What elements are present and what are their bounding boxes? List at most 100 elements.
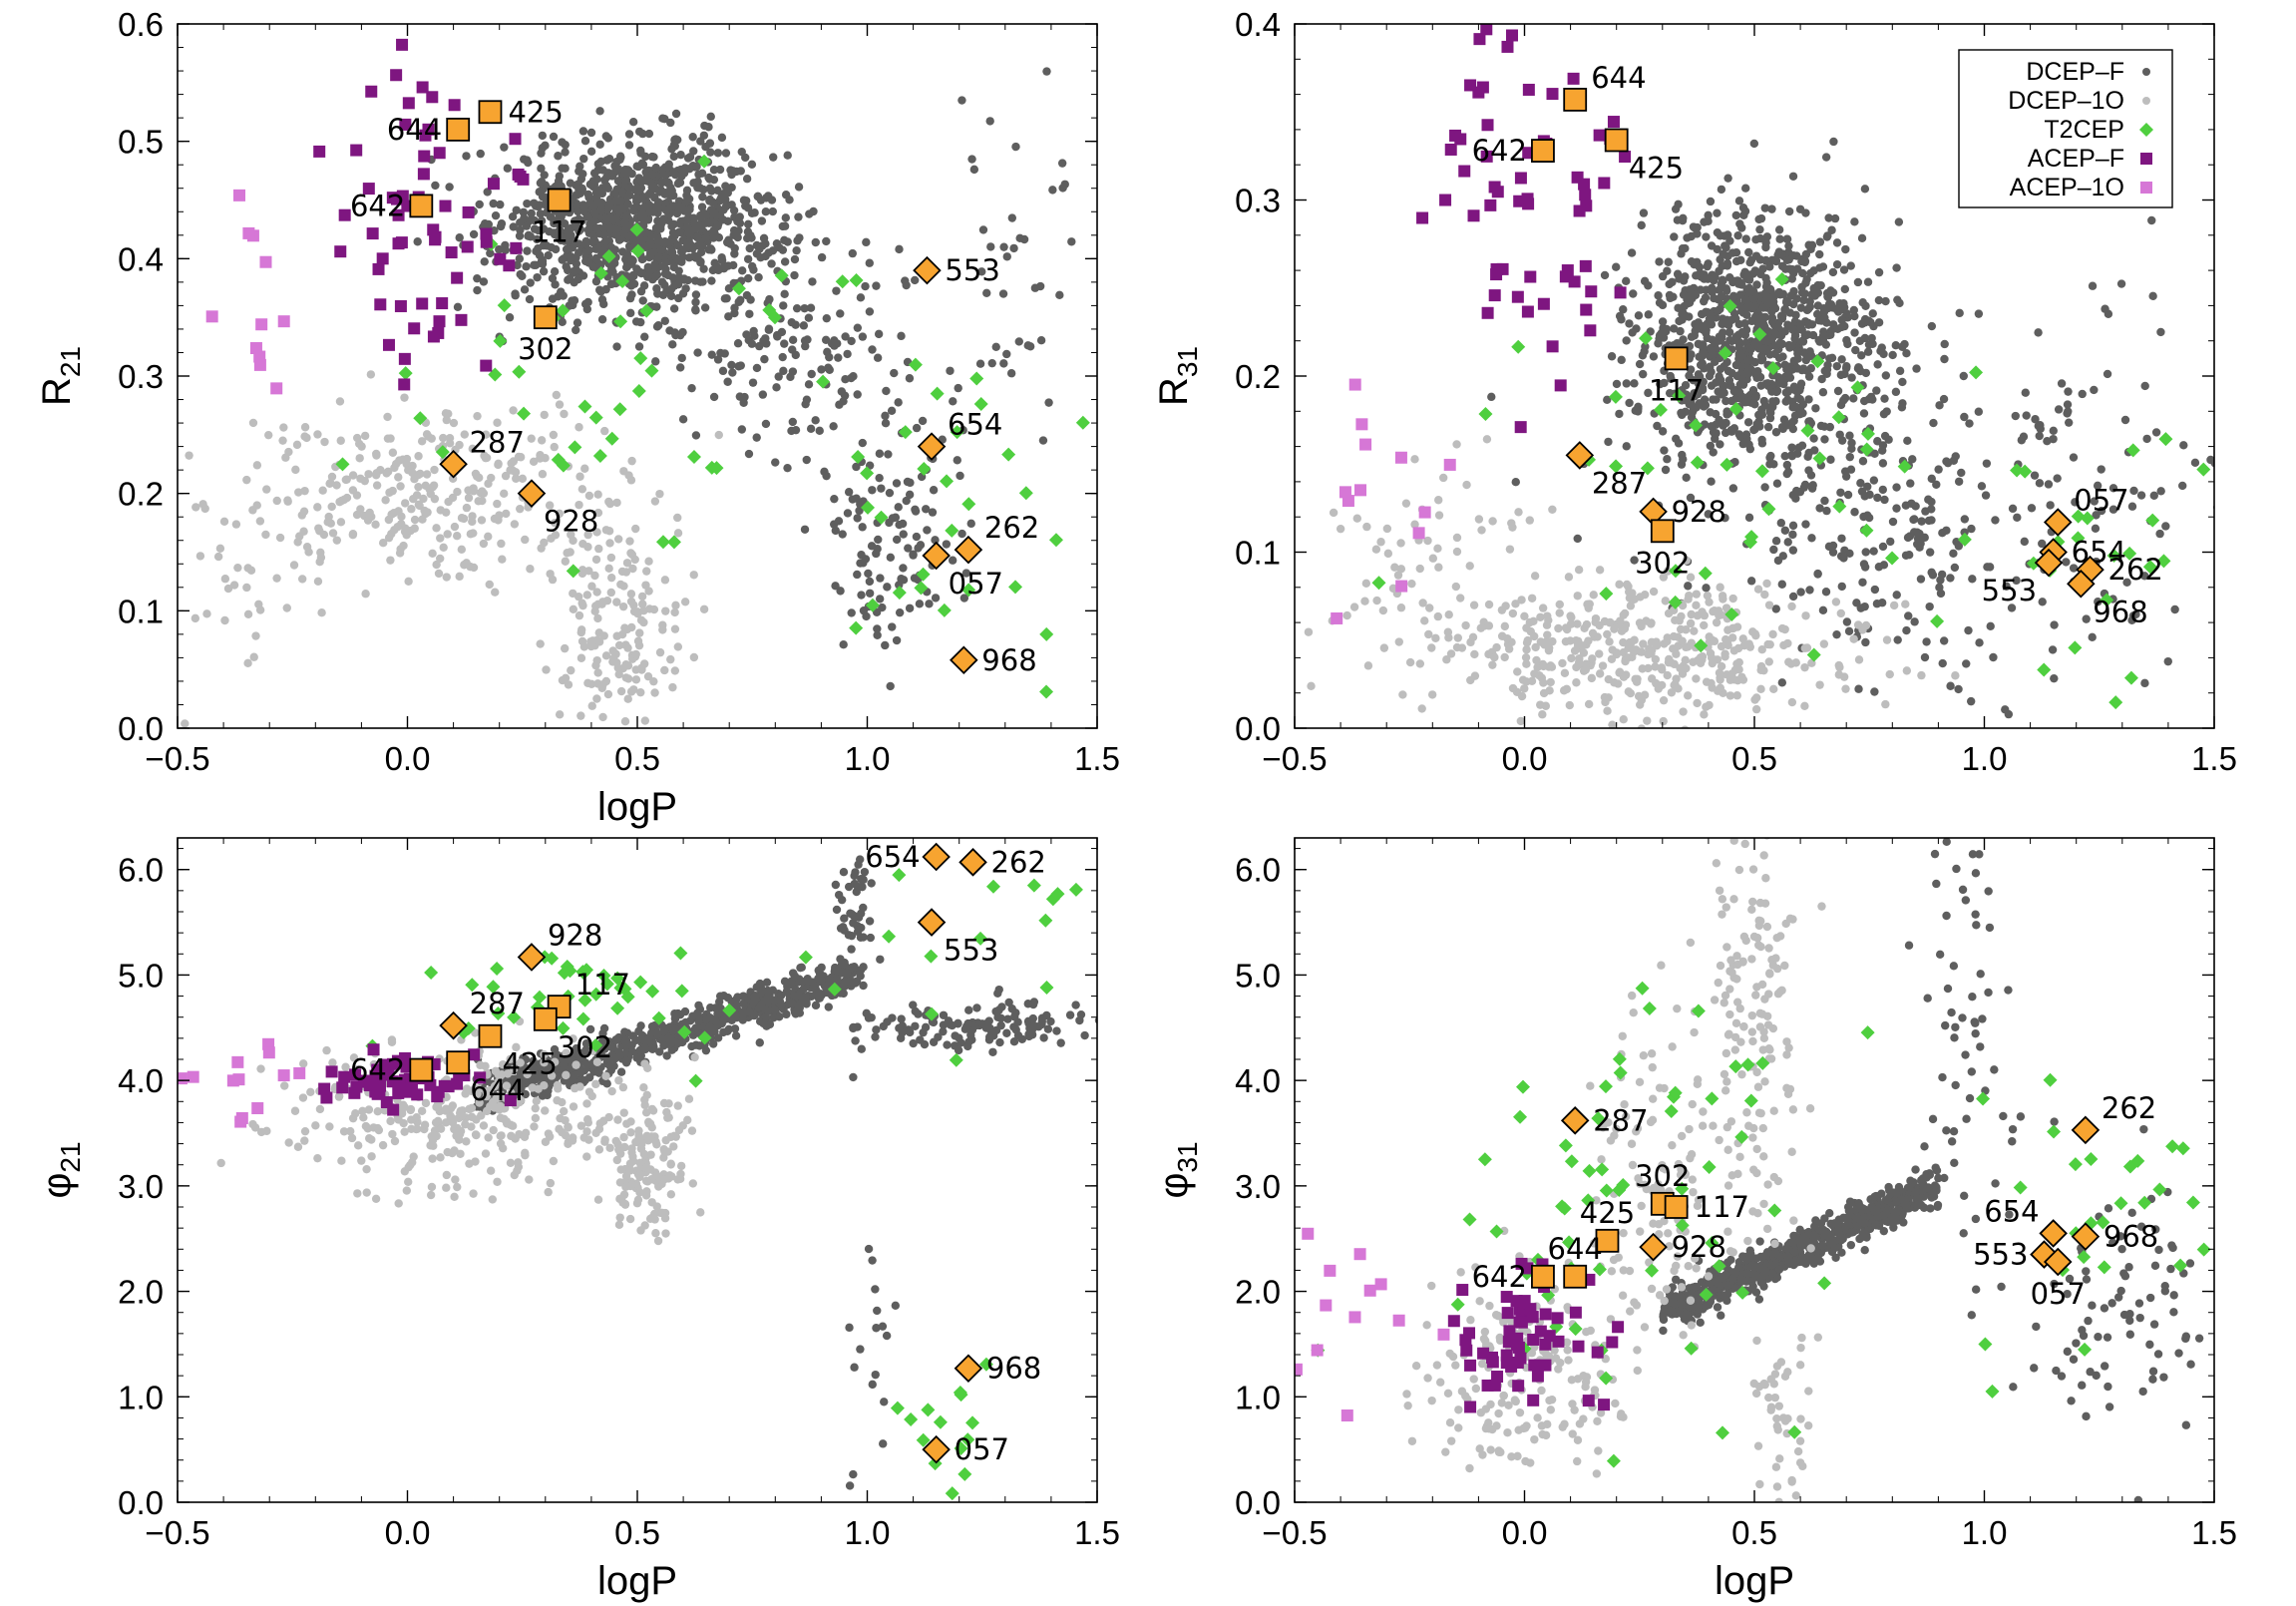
point-dcep-1o bbox=[650, 688, 659, 697]
point-acep-f bbox=[1488, 289, 1501, 302]
point-dcep-1o bbox=[185, 451, 193, 460]
point-dcep-f bbox=[601, 132, 610, 141]
point-acep-f bbox=[1490, 262, 1503, 275]
point-dcep-1o bbox=[1635, 700, 1645, 709]
point-dcep-1o bbox=[1407, 579, 1416, 589]
point-dcep-f bbox=[872, 549, 881, 559]
point-dcep-f bbox=[872, 281, 881, 290]
point-dcep-1o bbox=[429, 481, 439, 490]
point-dcep-f bbox=[1903, 436, 1912, 446]
point-dcep-f bbox=[1037, 1013, 1047, 1022]
point-dcep-f bbox=[934, 1032, 943, 1041]
point-dcep-f bbox=[949, 397, 957, 406]
point-dcep-f bbox=[1750, 400, 1759, 409]
point-dcep-f bbox=[1898, 377, 1907, 387]
point-dcep-f bbox=[1784, 206, 1794, 216]
point-dcep-1o bbox=[1698, 651, 1708, 661]
point-dcep-f bbox=[839, 868, 849, 877]
point-dcep-1o bbox=[1692, 590, 1702, 599]
point-dcep-f bbox=[943, 1040, 952, 1049]
point-dcep-1o bbox=[1595, 669, 1605, 678]
point-dcep-f bbox=[774, 372, 783, 381]
point-dcep-f bbox=[1760, 483, 1769, 492]
point-dcep-f bbox=[1832, 238, 1842, 247]
point-dcep-1o bbox=[563, 549, 572, 558]
point-dcep-1o bbox=[300, 432, 309, 441]
point-dcep-1o bbox=[360, 431, 370, 441]
point-dcep-f bbox=[895, 607, 905, 617]
point-dcep-f bbox=[742, 330, 751, 339]
point-dcep-f bbox=[1655, 257, 1664, 266]
point-dcep-f bbox=[1780, 304, 1790, 314]
point-dcep-1o bbox=[284, 447, 293, 457]
point-dcep-1o bbox=[576, 653, 586, 662]
point-dcep-1o bbox=[1642, 616, 1651, 625]
point-dcep-f bbox=[1689, 406, 1698, 415]
point-dcep-1o bbox=[484, 479, 493, 489]
point-dcep-f bbox=[2101, 304, 2109, 313]
point-dcep-f bbox=[727, 360, 736, 370]
point-dcep-f bbox=[705, 197, 714, 205]
point-dcep-f bbox=[1927, 474, 1936, 484]
point-dcep-1o bbox=[481, 454, 491, 463]
point-acep-f bbox=[455, 313, 468, 326]
point-dcep-f bbox=[659, 170, 668, 180]
point-dcep-f bbox=[646, 247, 655, 257]
point-dcep-f bbox=[2136, 491, 2146, 500]
highlight-553 bbox=[2034, 548, 2064, 578]
point-dcep-f bbox=[714, 998, 724, 1006]
point-dcep-1o bbox=[1659, 695, 1669, 705]
point-dcep-1o bbox=[202, 609, 211, 618]
point-dcep-f bbox=[1044, 398, 1053, 407]
point-dcep-f bbox=[745, 243, 754, 253]
point-dcep-f bbox=[1790, 334, 1799, 343]
point-dcep-f bbox=[661, 257, 670, 267]
point-dcep-f bbox=[1804, 320, 1813, 329]
point-dcep-f bbox=[688, 133, 697, 142]
point-dcep-1o bbox=[213, 552, 223, 562]
point-dcep-f bbox=[675, 202, 684, 211]
point-dcep-1o bbox=[1514, 508, 1523, 517]
point-t2cep bbox=[2037, 662, 2052, 677]
point-dcep-f bbox=[1823, 292, 1832, 301]
point-dcep-f bbox=[1678, 243, 1688, 253]
point-dcep-1o bbox=[1548, 505, 1557, 515]
point-acep-f bbox=[510, 241, 523, 254]
point-dcep-f bbox=[692, 162, 701, 172]
point-dcep-f bbox=[1788, 521, 1798, 531]
point-dcep-f bbox=[1765, 453, 1774, 462]
point-dcep-f bbox=[1676, 326, 1685, 336]
point-dcep-1o bbox=[1522, 659, 1531, 668]
point-dcep-1o bbox=[537, 544, 546, 553]
point-dcep-f bbox=[746, 230, 755, 240]
point-dcep-1o bbox=[1815, 680, 1824, 689]
point-dcep-1o bbox=[1522, 645, 1531, 654]
point-dcep-1o bbox=[398, 455, 408, 464]
point-dcep-1o bbox=[1418, 599, 1427, 607]
y-tick-label: 0.3 bbox=[1235, 183, 1281, 219]
point-dcep-f bbox=[718, 366, 728, 376]
point-t2cep bbox=[1957, 532, 1972, 547]
point-dcep-1o bbox=[419, 494, 428, 504]
point-dcep-f bbox=[709, 175, 719, 185]
point-dcep-1o bbox=[272, 574, 281, 583]
point-dcep-f bbox=[691, 431, 701, 440]
point-dcep-f bbox=[707, 350, 716, 359]
point-dcep-f bbox=[1639, 208, 1649, 217]
point-dcep-f bbox=[469, 229, 479, 239]
point-dcep-f bbox=[604, 201, 613, 210]
point-dcep-1o bbox=[252, 461, 262, 470]
point-dcep-1o bbox=[1304, 627, 1314, 636]
point-dcep-f bbox=[802, 395, 812, 404]
point-dcep-f bbox=[1974, 309, 1984, 318]
point-dcep-1o bbox=[1787, 602, 1796, 611]
point-dcep-1o bbox=[611, 649, 620, 658]
point-dcep-f bbox=[1977, 482, 1987, 491]
point-dcep-f bbox=[595, 107, 604, 116]
point-dcep-1o bbox=[1881, 699, 1890, 709]
point-dcep-1o bbox=[1762, 579, 1771, 589]
point-dcep-1o bbox=[348, 486, 358, 495]
point-t2cep bbox=[1599, 587, 1614, 602]
point-dcep-f bbox=[1793, 354, 1802, 363]
point-dcep-1o bbox=[626, 597, 636, 606]
